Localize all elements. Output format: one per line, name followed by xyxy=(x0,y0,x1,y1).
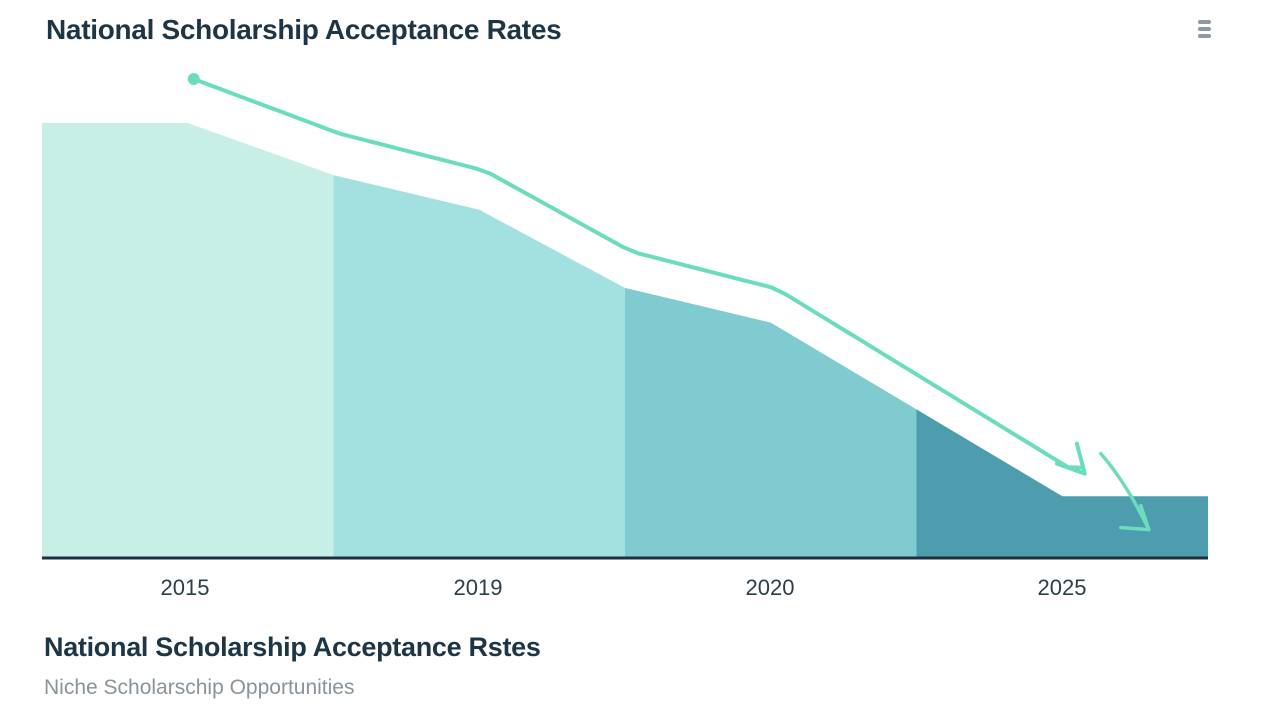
trend-arrowhead xyxy=(1054,441,1087,476)
trend-start-marker xyxy=(187,73,200,85)
x-tick-label-2025: 2025 xyxy=(1038,575,1087,600)
area-segment-2025 xyxy=(916,409,1208,557)
chart-title: National Scholarship Acceptance Rates xyxy=(46,14,562,45)
menu-icon[interactable] xyxy=(1190,14,1218,44)
x-tick-label-2019: 2019 xyxy=(454,575,503,600)
caption-title: National Scholarship Acceptance Rstes xyxy=(44,632,541,662)
secondary-trend-arrowhead xyxy=(1119,503,1151,532)
x-tick-label-2020: 2020 xyxy=(746,575,795,600)
x-tick-label-2015: 2015 xyxy=(161,575,210,600)
area-segment-2019 xyxy=(333,175,625,557)
area-segment-2015 xyxy=(42,123,334,557)
trend-line xyxy=(191,77,1085,470)
area-segment-2020 xyxy=(625,287,917,557)
caption-subtitle: Niche Scholarschip Opportunities xyxy=(44,676,355,699)
area-chart: 2015 2019 2020 2025 xyxy=(42,73,1208,600)
